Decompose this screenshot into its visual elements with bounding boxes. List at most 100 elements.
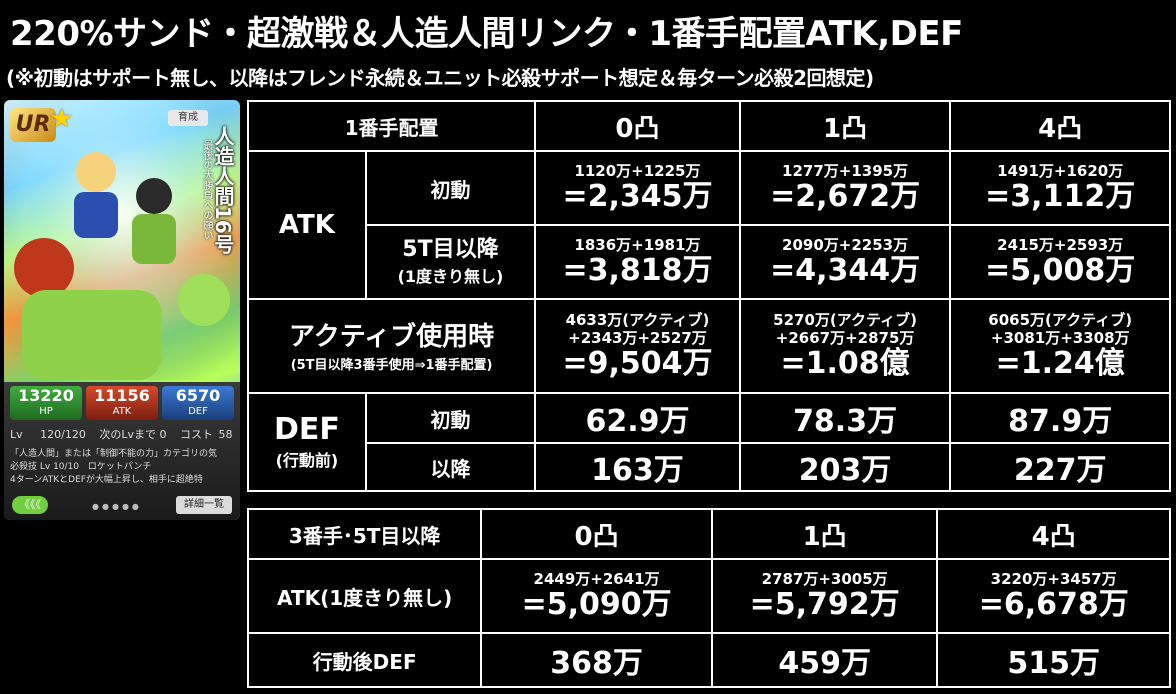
def-label: DEF [273, 412, 340, 447]
active-cell-4: 6065万(アクティブ) +3081万+3308万 =1.24億 [949, 298, 1171, 394]
super-name: ロケットパンチ [87, 462, 152, 472]
active-sublabel: (5T目以降3番手使用⇒1番手配置) [290, 357, 493, 373]
leader-skill-text: 「人造人間」または「制御不能の力」カテゴリの気 [10, 449, 218, 459]
def-initial-value-4: 87.9万 [949, 392, 1171, 444]
active-cell-0: 4633万(アクティブ) +2343万+2527万 =9,504万 [534, 298, 741, 394]
active-line1: 4633万(アクティブ) [565, 311, 710, 329]
atk-later-total: =3,818万 [562, 253, 713, 288]
lv-label: Lv [10, 428, 23, 441]
atk-later-sublabel: (1度きり無し) [397, 267, 504, 286]
atk-initial-cell-4: 1491万+1620万 =3,112万 [949, 150, 1171, 226]
character-card: UR ★ 育成 最後の大勝負への願い 人造人間16号 13220 HP 1115… [4, 100, 240, 520]
atk-initial-formula: 1491万+1620万 [997, 162, 1124, 180]
def-value-0: 368万 [480, 632, 713, 688]
super-desc: 4ターンATKとDEFが大幅上昇し、相手に超絶特 [10, 475, 203, 485]
active-line2: +2667万+2875万 [775, 329, 915, 347]
atk-formula: 3220万+3457万 [990, 570, 1117, 588]
atk-initial-label: 初動 [364, 150, 537, 226]
detail-button[interactable]: 詳細一覧 [176, 496, 232, 514]
active-line2: +2343万+2527万 [568, 329, 707, 347]
atk-later-formula: 2090万+2253万 [782, 236, 909, 254]
hp-label: HP [39, 406, 53, 417]
atk-later-formula: 1836万+1981万 [574, 236, 701, 254]
back-button[interactable]: 《《《 [12, 496, 48, 514]
col-header-1: 1凸 [738, 100, 952, 152]
atk-value: 11156 [94, 386, 150, 405]
def-row-header: DEF (行動前) [247, 392, 367, 492]
atk-cell-1: 2787万+3005万 =5,792万 [710, 558, 939, 634]
active-total: =9,504万 [562, 346, 713, 381]
col-header-0: 0凸 [534, 100, 741, 152]
active-line2: +3081万+3308万 [990, 329, 1130, 347]
lv-value: 120/120 [40, 428, 86, 441]
col-header-4: 4凸 [949, 100, 1171, 152]
atk-later-cell-0: 1836万+1981万 =3,818万 [534, 224, 741, 300]
def-later-label: 以降 [364, 442, 537, 492]
page-subtitle: (※初動はサポート無し、以降はフレンド永続＆ユニット必殺サポート想定＆毎ターン必… [6, 66, 874, 90]
def-sublabel: (行動前) [275, 451, 339, 470]
hp-value: 13220 [18, 386, 74, 405]
atk-formula: 2449万+2641万 [533, 570, 660, 588]
card-subtitle: 最後の大勝負への願い [201, 140, 212, 240]
def-value-1: 459万 [710, 632, 939, 688]
atk-initial-formula: 1120万+1225万 [574, 162, 701, 180]
star-icon: ★ [50, 104, 74, 134]
super-lv-value: 10/10 [53, 462, 80, 472]
atk-total: =5,090万 [521, 587, 672, 622]
def-initial-value-0: 62.9万 [534, 392, 741, 444]
def-row-header: 行動後DEF [246, 632, 483, 688]
card-name: 人造人間16号 [211, 126, 235, 254]
stats-table-position-1: 1番手配置 0凸 1凸 4凸 ATK 初動 1120万+1225万 =2,345… [246, 100, 1171, 492]
active-line1: 6065万(アクティブ) [988, 311, 1133, 329]
atk-row-header: ATK(1度きり無し) [246, 558, 483, 634]
atk-cell-0: 2449万+2641万 =5,090万 [480, 558, 713, 634]
cost-label: コスト [179, 428, 213, 441]
col-header-1: 1凸 [710, 508, 939, 560]
atk-later-total: =5,008万 [985, 253, 1136, 288]
def-label: DEF [188, 406, 208, 417]
active-label: アクティブ使用時 [289, 321, 495, 352]
skill-area: 「人造人間」または「制御不能の力」カテゴリの気 必殺技 Lv 10/10 ロケッ… [10, 448, 234, 487]
active-total: =1.08億 [780, 346, 910, 381]
atk-total: =5,792万 [749, 587, 900, 622]
atk-initial-total: =3,112万 [985, 179, 1136, 214]
next-lv: 次のLvまで 0 [99, 428, 167, 441]
super-lv-label: 必殺技 Lv [10, 462, 51, 472]
col-header-4: 4凸 [936, 508, 1171, 560]
atk-initial-cell-1: 1277万+1395万 =2,672万 [738, 150, 952, 226]
def-later-value-0: 163万 [534, 442, 741, 492]
atk-cell-4: 3220万+3457万 =6,678万 [936, 558, 1171, 634]
def-later-value-4: 227万 [949, 442, 1171, 492]
atk-label: ATK [112, 406, 132, 417]
active-label-cell: アクティブ使用時 (5T目以降3番手使用⇒1番手配置) [246, 298, 537, 394]
def-later-value-1: 203万 [738, 442, 952, 492]
atk-later-total: =4,344万 [770, 253, 921, 288]
atk-initial-formula: 1277万+1395万 [782, 162, 909, 180]
active-line1: 5270万(アクティブ) [773, 311, 917, 329]
stats-table-position-3: 3番手･5T目以降 0凸 1凸 4凸 ATK(1度きり無し) 2449万+264… [246, 508, 1171, 688]
active-total: =1.24億 [995, 346, 1125, 381]
atk-initial-cell-0: 1120万+1225万 =2,345万 [534, 150, 741, 226]
atk-later-cell-1: 2090万+2253万 =4,344万 [738, 224, 952, 300]
atk-later-formula: 2415万+2593万 [997, 236, 1124, 254]
cost-value: 58 [218, 428, 233, 441]
def-initial-value-1: 78.3万 [738, 392, 952, 444]
hp-stat: 13220 HP [10, 386, 82, 420]
corner-header: 1番手配置 [246, 100, 537, 152]
active-cell-1: 5270万(アクティブ) +2667万+2875万 =1.08億 [738, 298, 952, 394]
def-value-4: 515万 [936, 632, 1171, 688]
level-row: Lv 120/120 次のLvまで 0 コスト 58 [10, 426, 234, 446]
atk-later-label: 5T目以降 [402, 237, 499, 262]
def-value: 6570 [175, 386, 221, 405]
atk-row-header: ATK [247, 150, 367, 300]
type-badge: 育成 [168, 110, 208, 126]
atk-later-cell-4: 2415万+2593万 =5,008万 [949, 224, 1171, 300]
atk-stat: 11156 ATK [86, 386, 158, 420]
corner-header: 3番手･5T目以降 [246, 508, 483, 560]
rarity-badge: UR [10, 108, 56, 142]
atk-total: =6,678万 [978, 587, 1129, 622]
page-title: 220%サンド・超激戦＆人造人間リンク・1番手配置ATK,DEF [10, 14, 963, 54]
page-dots: ●●●●● [92, 502, 142, 511]
atk-initial-total: =2,672万 [770, 179, 921, 214]
col-header-0: 0凸 [480, 508, 713, 560]
